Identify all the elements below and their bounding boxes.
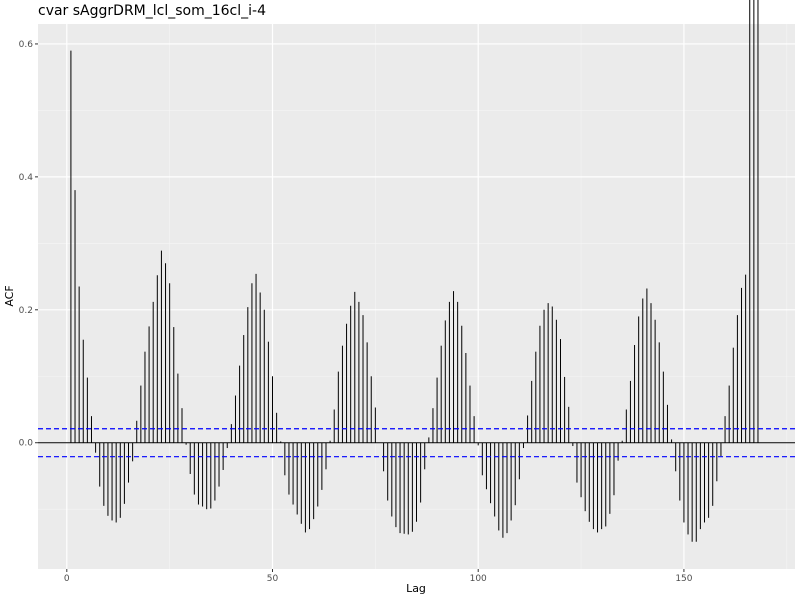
y-tick-label: 0.6 xyxy=(19,40,34,50)
y-axis-ticks: 0.0 0.2 0.4 0.6 xyxy=(19,40,38,449)
grid-minor xyxy=(38,24,795,569)
y-tick-label: 0.4 xyxy=(19,173,34,183)
x-axis-ticks: 0 50 100 150 xyxy=(64,569,693,584)
y-axis-title: ACF xyxy=(3,285,16,306)
x-tick-label: 100 xyxy=(470,574,487,584)
chart-title: cvar sAggrDRM_lcl_som_16cl_i-4 xyxy=(38,3,266,19)
x-tick-label: 0 xyxy=(64,574,70,584)
acf-bars xyxy=(70,0,759,542)
x-axis-title: Lag xyxy=(406,582,426,595)
y-tick-label: 0.0 xyxy=(19,439,34,449)
grid-major xyxy=(38,24,795,569)
x-tick-label: 50 xyxy=(267,574,279,584)
y-tick-label: 0.2 xyxy=(19,306,33,316)
x-tick-label: 150 xyxy=(675,574,692,584)
